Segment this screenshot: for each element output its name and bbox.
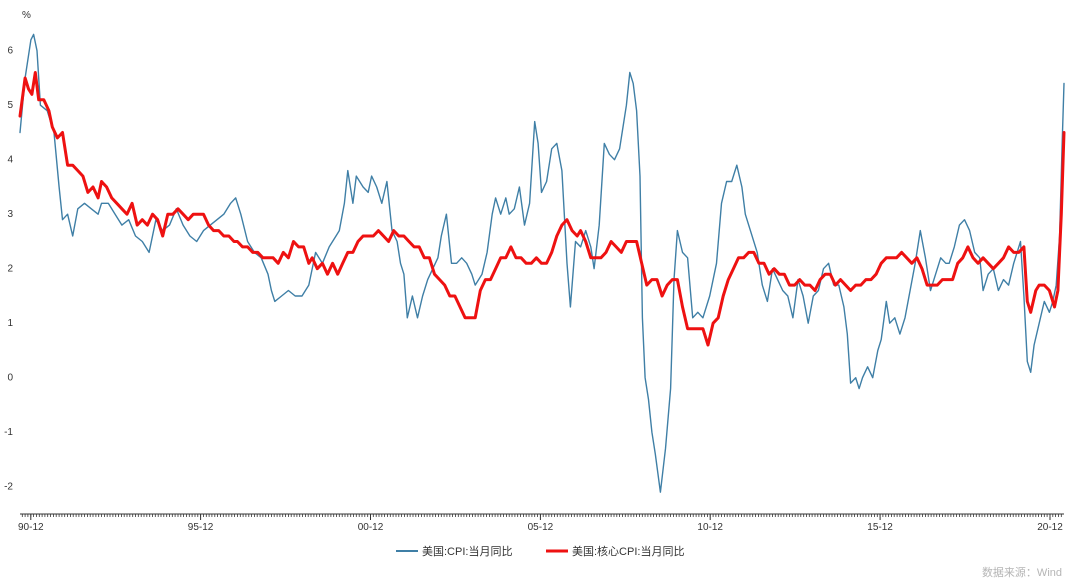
x-tick-label: 10-12 [697, 522, 723, 533]
x-tick-label: 05-12 [528, 522, 554, 533]
y-tick-label: 3 [7, 209, 13, 220]
y-tick-label: 0 [7, 373, 13, 384]
y-axis: -2 -1 0 1 2 3 4 5 6 [4, 46, 13, 493]
x-tick-label: 15-12 [867, 522, 893, 533]
x-tick-label: 95-12 [188, 522, 214, 533]
y-tick-label: 1 [7, 318, 13, 329]
plot-lines [18, 33, 1066, 493]
x-tick-label: 90-12 [18, 522, 44, 533]
y-tick-label: 4 [7, 155, 13, 166]
legend-label-cpi: 美国:CPI:当月同比 [422, 544, 512, 558]
x-tick-label: 00-12 [358, 522, 384, 533]
legend-item-cpi: 美国:CPI:当月同比 [396, 544, 512, 558]
y-tick-label: -1 [4, 427, 13, 438]
y-tick-label: 6 [7, 46, 13, 57]
y-tick-label: 5 [7, 100, 13, 111]
x-axis: 90-12 95-12 00-12 05-12 10-12 15-12 20-12 [18, 514, 1063, 533]
x-tick-label: 20-12 [1037, 522, 1063, 533]
legend-label-core-cpi: 美国:核心CPI:当月同比 [572, 544, 684, 558]
y-tick-label: -2 [4, 482, 13, 493]
data-source-label: 数据来源：Wind [982, 565, 1062, 579]
y-unit-label: % [22, 10, 31, 21]
y-tick-label: 2 [7, 264, 13, 275]
series-line-core-cpi [18, 71, 1066, 347]
legend-item-core-cpi: 美国:核心CPI:当月同比 [546, 544, 684, 558]
legend: 美国:CPI:当月同比 美国:核心CPI:当月同比 [396, 544, 684, 558]
